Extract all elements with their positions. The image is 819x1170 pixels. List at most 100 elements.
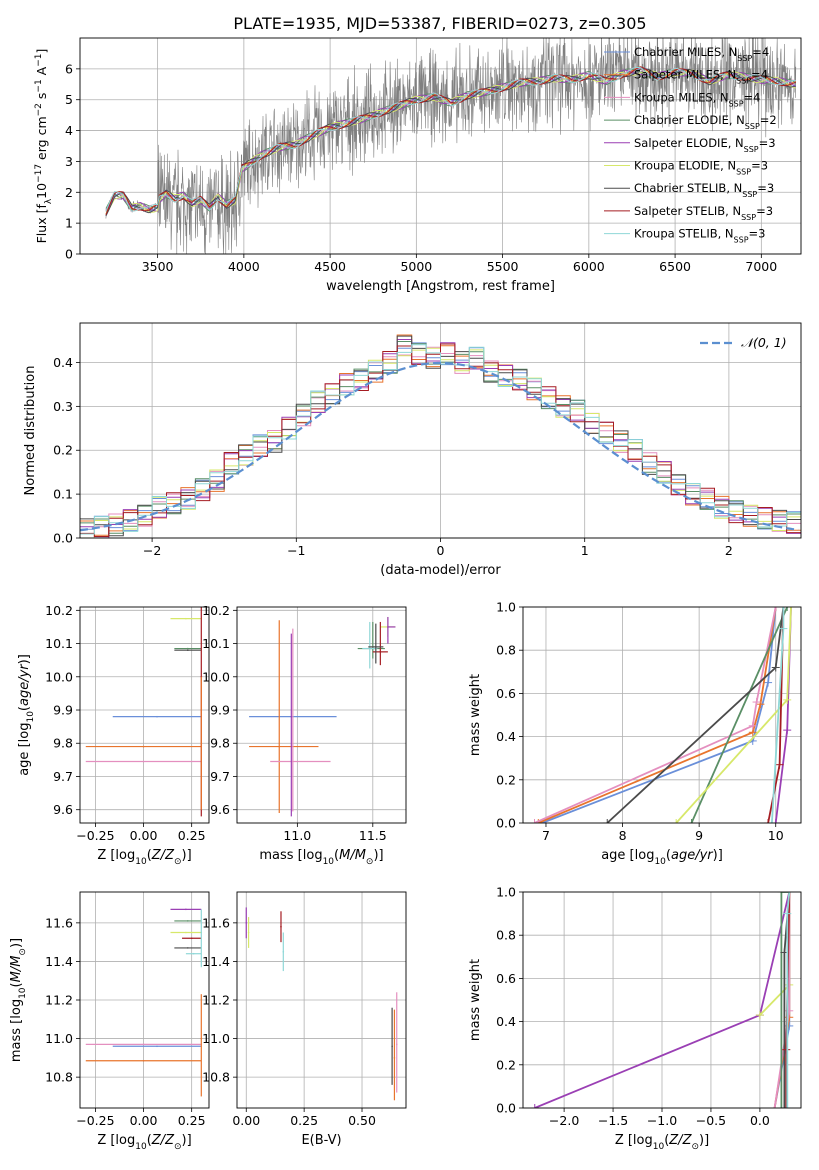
data-point [292, 760, 294, 763]
x-tick-label: 11.0 [283, 828, 311, 843]
x-tick-label: −2.0 [549, 1113, 579, 1128]
data-point [247, 931, 250, 934]
data-point [142, 1043, 145, 1046]
axes-frame [522, 606, 802, 824]
y-tick-label: 0.0 [496, 816, 516, 831]
axes-frame [236, 606, 407, 824]
x-tick-label: 1 [581, 543, 589, 558]
data-point [156, 1045, 158, 1048]
x-axis-label: E(B-V) [301, 1133, 341, 1148]
plot-area [85, 908, 203, 1097]
x-tick-label: 6000 [573, 259, 605, 274]
data-point [142, 1059, 145, 1062]
panel-ebv_vs_mass: 0.00 0.25 0.50 10.8 11.0 11.2 11.4 11.6 E(B-V) [202, 891, 407, 1148]
x-tick-label: 0.25 [178, 828, 206, 843]
x-tick-label: 5500 [487, 259, 519, 274]
data-point [282, 950, 285, 953]
panel-z_cumulative_mass_weight: −2.0 −1.5 −1.0 −0.5 0.0 0.0 0.2 0.4 0.6 0.8 1.0 Z [… [468, 885, 802, 1152]
data-point [375, 646, 377, 648]
y-axis-label: Normed distribution [23, 366, 38, 496]
y-tick-label: 0 [65, 247, 73, 262]
y-tick-label: 10.8 [45, 1070, 73, 1085]
legend-label: Kroupa STELIB, NSSP=3 [634, 227, 765, 245]
panel-age_cumulative_mass_weight: 7 8 9 10 0.0 0.2 0.4 0.6 0.8 1.0 age [log10(age/yr… [468, 600, 802, 867]
y-tick-label: 0.4 [496, 729, 516, 744]
y-tick-label: 1 [65, 216, 73, 231]
y-axis-label: mass weight [468, 674, 483, 756]
y-tick-label: 9.6 [53, 802, 73, 817]
y-tick-label: 9.8 [210, 736, 230, 751]
model-line-8 [105, 66, 796, 212]
x-tick-label: 0.00 [130, 1113, 158, 1128]
axes-frame [79, 37, 802, 255]
y-tick-label: 0.1 [53, 487, 73, 502]
plot-area [80, 334, 801, 538]
plot-area [105, 38, 797, 254]
x-tick-label: −2 [143, 543, 161, 558]
y-tick-label: 1.0 [496, 885, 516, 900]
axes-frame [79, 606, 210, 824]
observed-spectrum [105, 38, 797, 254]
x-tick-label: 10 [768, 828, 784, 843]
data-point [368, 647, 371, 650]
data-point [187, 647, 189, 650]
y-tick-label: 10.2 [45, 603, 73, 618]
x-tick-label: 3500 [142, 259, 174, 274]
panel-z_vs_age: −0.25 0.00 0.25 9.6 9.7 9.8 9.9 10.0 10.1 10.2 Z [… [17, 603, 210, 867]
data-point [200, 1037, 203, 1040]
data-point [290, 715, 293, 718]
data-point [278, 745, 281, 748]
x-tick-label: −1 [287, 543, 305, 558]
data-point [192, 952, 195, 955]
legend-label: Chabrier STELIB, NSSP=3 [634, 181, 774, 199]
plot-area [245, 907, 398, 1101]
axes-frame [79, 891, 210, 1109]
plot-area [530, 607, 796, 823]
y-tick-label: 11.6 [45, 915, 73, 930]
panel-mass_vs_age: 11.0 11.5 9.6 9.7 9.8 9.9 10.0 10.1 10.2 mass [lo… [202, 603, 407, 867]
cumulative-line-5 [780, 892, 790, 1108]
x-axis-label: mass [log10(M/M⊙)] [259, 848, 383, 867]
x-tick-label: 0.25 [290, 1113, 318, 1128]
legend-label: Chabrier MILES, NSSP=4 [634, 45, 769, 63]
axes-frame [236, 891, 407, 1109]
x-tick-label: 2 [725, 543, 733, 558]
x-tick-label: 9 [695, 828, 703, 843]
x-axis-label: Z [log10(Z/Z⊙)] [615, 1133, 709, 1152]
data-point [142, 745, 145, 748]
y-tick-label: 10.0 [202, 669, 230, 684]
axes-frame [79, 322, 802, 539]
y-tick-label: 9.8 [53, 736, 73, 751]
panel-z_vs_mass: −0.25 0.00 0.25 10.8 11.0 11.2 11.4 11.6 Z [log1… [9, 891, 210, 1152]
x-tick-label: 11.5 [359, 828, 387, 843]
y-tick-label: 0.4 [53, 355, 73, 370]
y-tick-label: 0.8 [496, 928, 516, 943]
plot-area [85, 607, 203, 817]
y-axis-label: age [log10(age/yr)] [17, 654, 36, 776]
plot-area [249, 616, 396, 817]
y-tick-label: 0.3 [53, 399, 73, 414]
y-tick-label: 2 [65, 185, 73, 200]
data-point [280, 925, 282, 928]
y-tick-label: 10.1 [45, 636, 73, 651]
y-tick-label: 9.7 [53, 769, 73, 784]
data-point [393, 1057, 396, 1059]
y-tick-label: 0.6 [496, 971, 516, 986]
data-point [185, 908, 187, 911]
data-point [391, 1045, 393, 1048]
x-tick-label: 0.25 [178, 1113, 206, 1128]
legend-label: 𝒩(0, 1) [741, 335, 787, 350]
y-tick-label: 0.2 [496, 772, 516, 787]
data-point [185, 617, 187, 620]
y-tick-label: 4 [65, 123, 73, 138]
x-axis-label: age [log10(age/yr)] [601, 848, 723, 867]
y-tick-label: 9.7 [210, 769, 230, 784]
y-tick-label: 0.4 [496, 1014, 516, 1029]
legend-label: Salpeter ELODIE, NSSP=3 [634, 136, 776, 154]
x-tick-label: −1.5 [598, 1113, 628, 1128]
x-tick-label: 0.00 [130, 828, 158, 843]
figure-title: PLATE=1935, MJD=53387, FIBERID=0273, z=0… [233, 14, 646, 33]
x-tick-label: 4500 [314, 259, 346, 274]
y-tick-label: 9.6 [210, 802, 230, 817]
